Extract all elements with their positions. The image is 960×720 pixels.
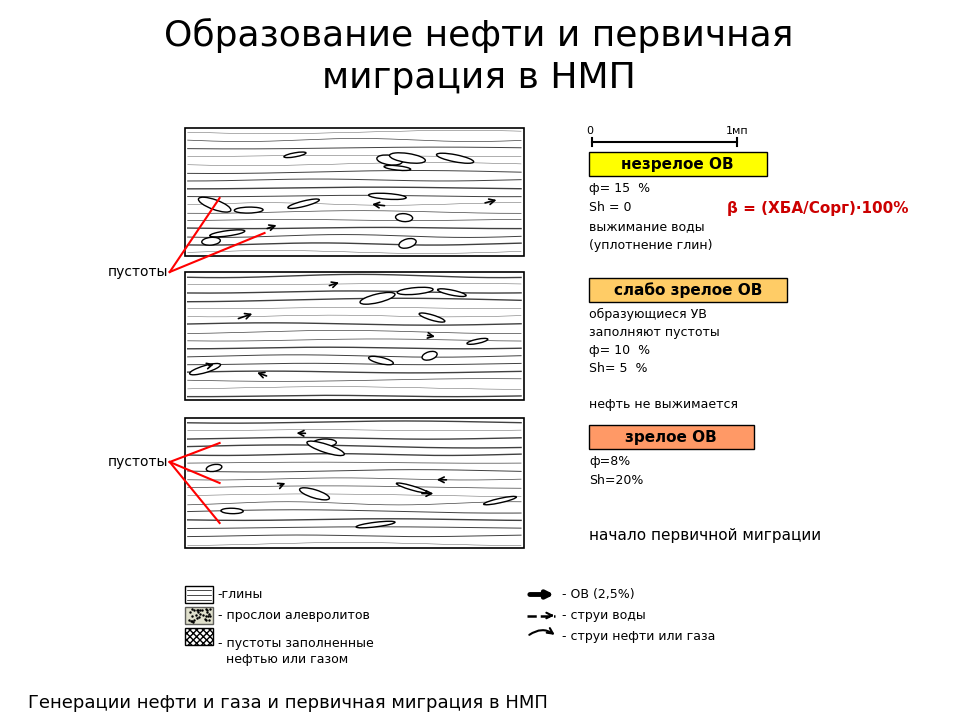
Ellipse shape [202, 238, 220, 246]
Text: 0: 0 [587, 126, 593, 136]
Ellipse shape [437, 153, 473, 163]
Ellipse shape [206, 464, 222, 472]
Bar [588, 152, 767, 176]
Ellipse shape [234, 207, 263, 213]
Text: - струи воды: - струи воды [562, 609, 646, 622]
Ellipse shape [390, 153, 425, 163]
Ellipse shape [313, 439, 336, 446]
Ellipse shape [397, 287, 433, 294]
Text: слабо зрелое ОВ: слабо зрелое ОВ [613, 282, 762, 298]
Ellipse shape [484, 496, 516, 505]
Ellipse shape [438, 289, 467, 297]
Text: пустоты: пустоты [108, 455, 168, 469]
Ellipse shape [420, 313, 444, 322]
Text: зрелое ОВ: зрелое ОВ [625, 430, 717, 444]
Bar [184, 586, 212, 603]
Ellipse shape [384, 166, 411, 171]
Text: Образование нефти и первичная
миграция в НМП: Образование нефти и первичная миграция в… [164, 18, 794, 95]
Ellipse shape [288, 199, 320, 209]
Text: - прослои алевролитов: - прослои алевролитов [218, 609, 370, 622]
Ellipse shape [300, 487, 329, 500]
Ellipse shape [369, 193, 406, 199]
Ellipse shape [360, 292, 395, 305]
Ellipse shape [284, 152, 306, 158]
Text: - ОВ (2,5%): - ОВ (2,5%) [562, 588, 635, 601]
Text: β = (ХБА/Сорг)·100%: β = (ХБА/Сорг)·100% [727, 200, 908, 215]
Text: 1мп: 1мп [726, 126, 748, 136]
Ellipse shape [221, 508, 243, 513]
Ellipse shape [209, 230, 245, 237]
Bar [184, 607, 212, 624]
Text: начало первичной миграции: начало первичной миграции [588, 528, 821, 543]
Bar [184, 418, 524, 548]
Ellipse shape [190, 364, 221, 375]
Text: ф= 15  %
Sh = 0
выжимание воды
(уплотнение глин): ф= 15 % Sh = 0 выжимание воды (уплотнени… [588, 182, 712, 252]
Ellipse shape [356, 521, 395, 528]
Text: - пустоты заполненные
  нефтью или газом: - пустоты заполненные нефтью или газом [218, 636, 373, 665]
Text: ф=8%
Sh=20%: ф=8% Sh=20% [588, 455, 643, 487]
Text: образующиеся УВ
заполняют пустоты
ф= 10  %
Sh= 5  %

нефть не выжимается: образующиеся УВ заполняют пустоты ф= 10 … [588, 308, 738, 411]
Bar [184, 128, 524, 256]
Bar [588, 278, 786, 302]
Ellipse shape [307, 441, 345, 456]
Text: пустоты: пустоты [108, 265, 168, 279]
Ellipse shape [369, 356, 394, 365]
Text: - струи нефти или газа: - струи нефти или газа [562, 630, 715, 643]
Text: -глины: -глины [218, 588, 263, 601]
Text: Генерации нефти и газа и первичная миграция в НМП: Генерации нефти и газа и первичная мигра… [28, 694, 548, 712]
Bar [184, 628, 212, 645]
Ellipse shape [399, 238, 416, 248]
Ellipse shape [396, 214, 413, 222]
Ellipse shape [199, 197, 230, 212]
Ellipse shape [396, 483, 427, 492]
Text: незрелое ОВ: незрелое ОВ [621, 156, 734, 171]
Ellipse shape [422, 351, 437, 360]
Ellipse shape [377, 155, 402, 165]
Bar [184, 272, 524, 400]
Bar [588, 425, 754, 449]
Ellipse shape [467, 338, 488, 344]
